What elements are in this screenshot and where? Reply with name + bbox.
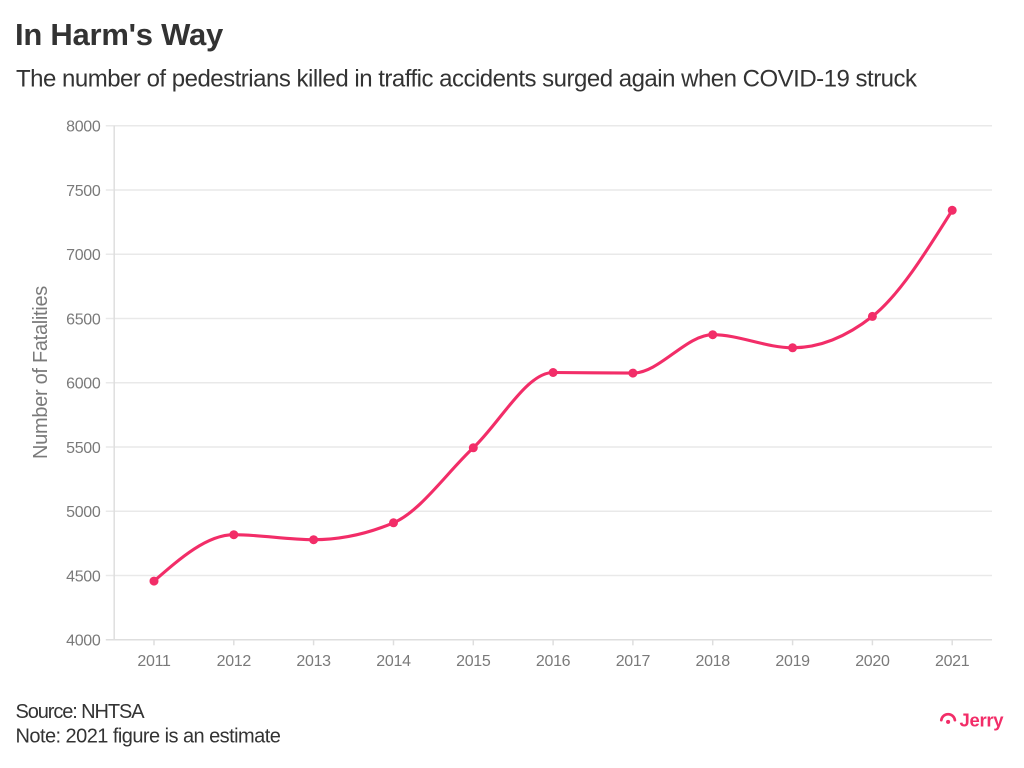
svg-text:2019: 2019 bbox=[775, 653, 810, 670]
svg-text:8000: 8000 bbox=[66, 119, 101, 136]
svg-text:2015: 2015 bbox=[456, 653, 491, 670]
svg-text:Jerry: Jerry bbox=[960, 709, 1005, 730]
svg-text:2011: 2011 bbox=[137, 653, 171, 670]
svg-text:7000: 7000 bbox=[66, 247, 101, 264]
svg-text:5500: 5500 bbox=[66, 440, 101, 457]
svg-text:4500: 4500 bbox=[66, 568, 101, 585]
svg-text:2018: 2018 bbox=[695, 653, 730, 670]
svg-text:2017: 2017 bbox=[616, 653, 651, 670]
svg-text:2020: 2020 bbox=[855, 653, 890, 670]
svg-text:7500: 7500 bbox=[66, 183, 101, 200]
svg-text:Number of Fatalities: Number of Fatalities bbox=[30, 286, 52, 459]
svg-text:2012: 2012 bbox=[217, 653, 252, 670]
svg-text:Source: NHTSA: Source: NHTSA bbox=[16, 701, 146, 723]
svg-text:5000: 5000 bbox=[66, 504, 101, 521]
svg-text:6000: 6000 bbox=[66, 376, 101, 393]
svg-text:The number of pedestrians kill: The number of pedestrians killed in traf… bbox=[16, 66, 918, 93]
svg-text:2016: 2016 bbox=[536, 653, 571, 670]
svg-text:6500: 6500 bbox=[66, 311, 101, 328]
svg-text:2014: 2014 bbox=[376, 653, 411, 670]
svg-text:2021: 2021 bbox=[935, 653, 970, 670]
svg-text:4000: 4000 bbox=[66, 633, 101, 650]
svg-text:2013: 2013 bbox=[296, 653, 331, 670]
svg-text:In Harm's Way: In Harm's Way bbox=[15, 17, 224, 52]
svg-text:Note: 2021 figure is an estima: Note: 2021 figure is an estimate bbox=[16, 726, 281, 748]
